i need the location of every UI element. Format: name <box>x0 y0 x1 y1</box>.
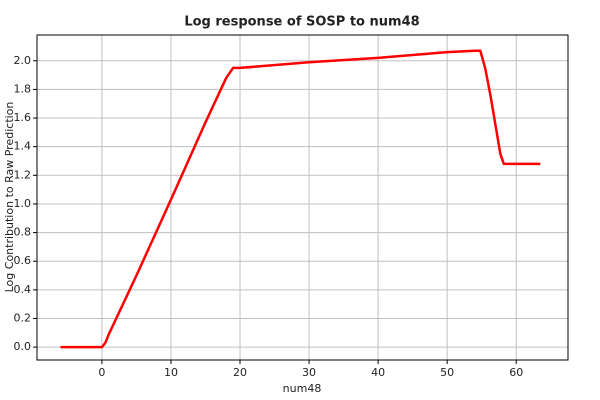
y-tick-label: 1.0 <box>14 197 32 210</box>
chart-title: Log response of SOSP to num48 <box>184 15 419 30</box>
y-tick-label: 0.8 <box>14 226 32 239</box>
x-tick-label: 50 <box>440 366 454 379</box>
y-tick-label: 1.8 <box>14 82 32 95</box>
data-line <box>60 49 541 349</box>
x-tick-label: 30 <box>302 366 316 379</box>
x-tick-label: 20 <box>233 366 247 379</box>
y-tick-label: 0.6 <box>14 254 32 267</box>
y-tick-label: 1.2 <box>14 168 32 181</box>
plot-frame <box>36 34 569 361</box>
x-tick-label: 40 <box>371 366 385 379</box>
y-tick-label: 1.4 <box>14 140 32 153</box>
y-axis-label: Log Contribution to Raw Prediction <box>3 102 16 293</box>
y-tick-label: 0.2 <box>14 311 32 324</box>
y-tick-label: 1.6 <box>14 111 32 124</box>
y-tick-label: 0.0 <box>14 340 32 353</box>
y-tick-label: 0.4 <box>14 283 32 296</box>
x-tick-label: 0 <box>98 366 105 379</box>
x-tick-label: 60 <box>509 366 523 379</box>
y-tick-label: 2.0 <box>14 54 32 67</box>
x-tick-label: 10 <box>164 366 178 379</box>
x-axis-label: num48 <box>283 382 322 395</box>
